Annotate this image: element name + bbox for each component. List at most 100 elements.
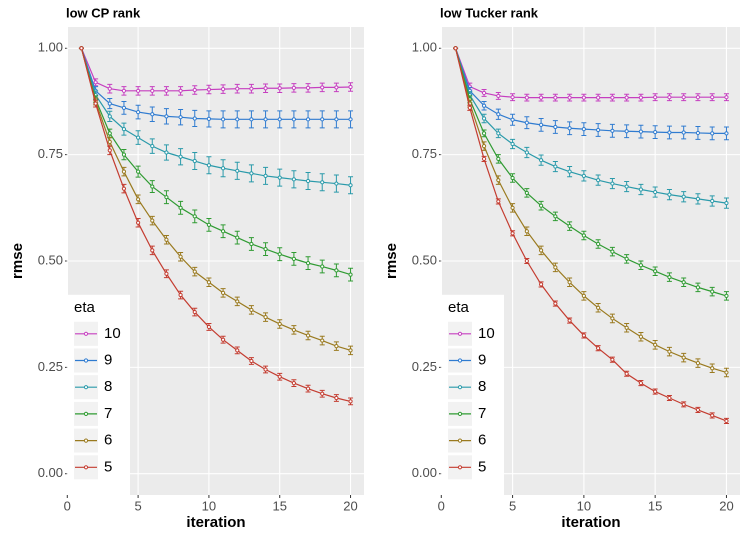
- series-line: [80, 48, 351, 92]
- point: [263, 117, 268, 122]
- point: [220, 166, 226, 171]
- point: [596, 305, 601, 310]
- point: [581, 233, 586, 238]
- legend-label: 8: [478, 378, 486, 395]
- legend-label: 7: [478, 405, 486, 422]
- point: [263, 367, 268, 372]
- point: [581, 127, 586, 132]
- legend-label: 6: [104, 432, 112, 449]
- point: [150, 218, 155, 223]
- point: [553, 95, 558, 100]
- point: [305, 333, 311, 338]
- point: [107, 148, 112, 153]
- point: [192, 158, 197, 164]
- point: [107, 86, 112, 91]
- point: [724, 131, 729, 136]
- point: [653, 269, 658, 274]
- point: [220, 117, 226, 122]
- point: [334, 268, 339, 273]
- point: [235, 86, 240, 91]
- y-tick-label: 0.00: [38, 465, 63, 480]
- point: [667, 130, 672, 135]
- x-tick-label: 20: [719, 498, 733, 513]
- point: [249, 117, 254, 122]
- point: [710, 413, 715, 418]
- point: [164, 195, 169, 200]
- point: [249, 241, 254, 247]
- point: [610, 249, 615, 254]
- point: [653, 342, 658, 347]
- point: [510, 95, 515, 100]
- point: [348, 183, 353, 188]
- point: [178, 88, 183, 93]
- point: [150, 112, 155, 117]
- point: [220, 229, 226, 234]
- y-tick-label: 0.75: [412, 146, 437, 161]
- point: [567, 95, 572, 100]
- point: [538, 282, 544, 287]
- point: [150, 248, 155, 253]
- y-tick-label: 0.50: [412, 252, 437, 267]
- point: [348, 117, 353, 122]
- x-tick-label: 10: [202, 498, 216, 513]
- point: [496, 178, 501, 183]
- legend-swatch: [457, 331, 463, 336]
- point: [263, 315, 268, 320]
- point: [164, 271, 169, 276]
- point: [206, 163, 212, 168]
- point: [524, 229, 529, 234]
- point: [638, 334, 644, 339]
- point: [121, 169, 127, 174]
- legend-label: 9: [104, 351, 112, 368]
- y-tick-label: 0.25: [412, 359, 437, 374]
- point: [220, 337, 226, 342]
- point: [553, 214, 558, 219]
- point: [496, 131, 501, 136]
- point: [496, 156, 501, 161]
- legend-swatch: [457, 358, 463, 363]
- point: [710, 198, 715, 204]
- point: [510, 117, 515, 122]
- point: [305, 117, 311, 122]
- y-tick-label: 0.50: [38, 252, 63, 267]
- point: [206, 324, 212, 330]
- point: [681, 95, 686, 100]
- point: [320, 264, 325, 269]
- legend-label: 9: [478, 351, 486, 368]
- series-line: [454, 48, 727, 134]
- legend-swatch: [457, 438, 463, 443]
- point: [695, 285, 701, 290]
- point: [320, 117, 325, 122]
- point: [277, 175, 282, 180]
- point: [107, 139, 112, 144]
- point: [681, 130, 686, 135]
- point: [481, 156, 487, 161]
- legend-swatch: [83, 385, 89, 390]
- point: [653, 389, 658, 394]
- point: [596, 178, 601, 183]
- point: [291, 85, 296, 90]
- y-axis-title: rmse: [9, 243, 26, 279]
- x-tick-label: 5: [509, 498, 516, 513]
- point: [724, 293, 729, 298]
- point: [192, 87, 197, 93]
- point: [624, 325, 629, 330]
- legend-label: 10: [104, 325, 121, 342]
- point: [496, 93, 501, 99]
- point: [249, 171, 254, 176]
- series-line: [80, 48, 351, 402]
- point: [710, 366, 715, 371]
- y-tick-label: 1.00: [412, 40, 437, 55]
- point: [320, 180, 325, 185]
- point: [496, 112, 501, 117]
- point: [121, 127, 127, 132]
- point: [710, 289, 715, 294]
- point: [610, 181, 615, 186]
- point: [710, 131, 715, 136]
- point: [510, 141, 515, 147]
- point: [553, 301, 558, 306]
- point: [524, 120, 529, 125]
- point: [320, 338, 325, 343]
- point: [638, 263, 644, 268]
- point: [334, 395, 339, 401]
